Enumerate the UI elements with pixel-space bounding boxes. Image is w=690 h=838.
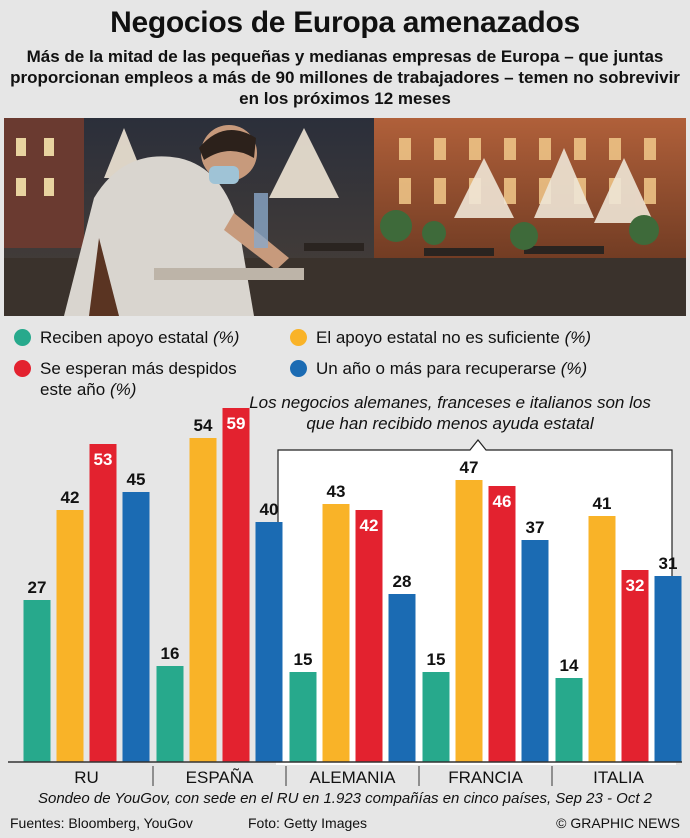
- bar-value-label: 54: [194, 416, 213, 435]
- copyright: © GRAPHIC NEWS: [556, 815, 680, 831]
- bar-value-label: 42: [61, 488, 80, 507]
- bar-alemania-2: [355, 510, 383, 762]
- bar-value-label: 47: [460, 458, 479, 477]
- bar-value-label: 15: [427, 650, 446, 669]
- bar-francia-0: [422, 672, 450, 762]
- bar-francia-1: [455, 480, 483, 762]
- legend-label: Se esperan más despidos: [40, 359, 237, 378]
- bar-españa-1: [189, 438, 217, 762]
- bar-españa-2: [222, 408, 250, 762]
- bar-italia-2: [621, 570, 649, 762]
- legend-unit: (%): [212, 328, 240, 347]
- header-photo: [4, 118, 686, 316]
- bar-value-label: 45: [127, 470, 146, 489]
- category-label: RU: [74, 768, 99, 787]
- waiter-terrace-illustration: [4, 118, 686, 316]
- bar-value-label: 46: [493, 492, 512, 511]
- bar-value-label: 41: [593, 494, 612, 513]
- legend-swatch-blue: [290, 360, 307, 377]
- bar-value-label: 40: [260, 500, 279, 519]
- bar-alemania-1: [322, 504, 350, 762]
- bar-italia-1: [588, 516, 616, 762]
- photo-credit: Foto: Getty Images: [248, 815, 368, 831]
- bar-españa-3: [255, 522, 283, 762]
- bar-value-label: 14: [560, 656, 579, 675]
- bar-value-label: 32: [626, 576, 645, 595]
- bar-value-label: 53: [94, 450, 113, 469]
- panel-bottom-cover: [276, 761, 676, 765]
- bar-value-label: 27: [28, 578, 47, 597]
- bar-españa-0: [156, 666, 184, 762]
- bar-ru-0: [23, 600, 51, 762]
- bar-ru-1: [56, 510, 84, 762]
- legend-unit: (%): [564, 328, 592, 347]
- bar-value-label: 59: [227, 414, 246, 433]
- bar-value-label: 31: [659, 554, 678, 573]
- category-label: ALEMANIA: [310, 768, 397, 787]
- legend-unit: (%): [109, 380, 137, 399]
- bar-value-label: 28: [393, 572, 412, 591]
- chart-annotation: Los negocios alemanes, franceses e itali…: [249, 393, 651, 433]
- legend-swatch-orange: [290, 329, 307, 346]
- bar-alemania-0: [289, 672, 317, 762]
- bar-alemania-3: [388, 594, 416, 762]
- bar-value-label: 15: [294, 650, 313, 669]
- sources: Fuentes: Bloomberg, YouGov: [10, 815, 193, 831]
- bar-value-label: 37: [526, 518, 545, 537]
- category-label: FRANCIA: [448, 768, 523, 787]
- bar-value-label: 42: [360, 516, 379, 535]
- legend-label: El apoyo estatal no es suficiente: [316, 328, 560, 347]
- page-title: Negocios de Europa amenazados: [110, 6, 580, 39]
- legend-swatch-red: [14, 360, 31, 377]
- bar-ru-2: [89, 444, 117, 762]
- bar-italia-0: [555, 678, 583, 762]
- legend-label-line2: este año: [40, 380, 106, 399]
- legend-label: Un año o más para recuperarse: [316, 359, 557, 378]
- bar-value-label: 16: [161, 644, 180, 663]
- legend-unit: (%): [560, 359, 588, 378]
- survey-footnote: Sondeo de YouGov, con sede en el RU en 1…: [37, 790, 652, 807]
- bar-ru-3: [122, 492, 150, 762]
- page-subtitle: Más de la mitad de las pequeñas y median…: [10, 47, 680, 108]
- bar-francia-2: [488, 486, 516, 762]
- category-label: ITALIA: [593, 768, 644, 787]
- legend-swatch-green: [14, 329, 31, 346]
- legend-label: Reciben apoyo estatal: [40, 328, 209, 347]
- bar-value-label: 43: [327, 482, 346, 501]
- category-label: ESPAÑA: [186, 768, 254, 787]
- bar-francia-3: [521, 540, 549, 762]
- bar-italia-3: [654, 576, 682, 762]
